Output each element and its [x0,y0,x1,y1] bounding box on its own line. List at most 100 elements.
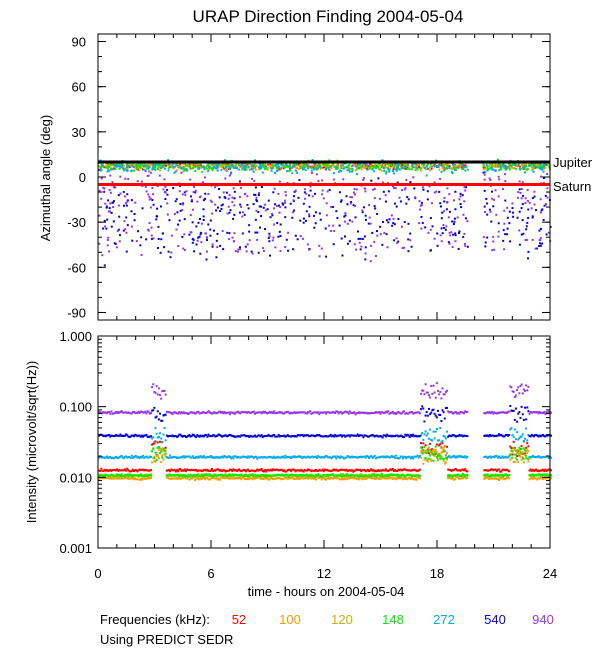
azimuth-point-940 [531,207,533,209]
azimuth-point-940 [176,229,178,231]
azimuth-point-940 [163,178,165,180]
azimuth-point-940 [519,180,521,182]
intensity-point-272 [160,437,162,439]
azimuth-point-272 [119,166,121,168]
azimuth-point-148 [157,167,159,169]
azimuth-point-540 [453,223,455,225]
azimuth-point-540 [156,215,158,217]
intensity-point-52 [527,445,529,447]
azimuth-point-540 [517,217,519,219]
azimuth-point-120 [135,167,137,169]
intensity-point-940 [428,394,430,396]
azimuth-point-540 [188,234,190,236]
intensity-point-272 [510,427,512,429]
azimuth-point-940 [464,243,466,245]
intensity-point-148 [524,450,526,452]
azimuth-point-940 [212,243,214,245]
azimuth-point-540 [319,212,321,214]
azimuth-point-120 [337,163,339,165]
azimuth-point-540 [325,227,327,229]
intensity-point-148 [519,452,521,454]
azimuth-point-940 [285,194,287,196]
azimuth-point-940 [427,232,429,234]
azimuth-point-148 [446,167,448,169]
azimuth-point-940 [414,196,416,198]
azimuth-point-940 [231,237,233,239]
intensity-point-272 [516,431,518,433]
azimuth-point-540 [341,238,343,240]
azimuth-point-272 [185,168,187,170]
intensity-point-148 [466,475,468,477]
azimuth-point-940 [145,170,147,172]
azimuth-point-540 [315,222,317,224]
azimuth-point-540 [362,238,364,240]
azimuth-point-940 [112,206,114,208]
azimuth-point-940 [326,214,328,216]
intensity-point-120 [420,457,422,459]
azimuth-point-940 [431,202,433,204]
azimuth-point-940 [214,186,216,188]
azimuth-point-272 [535,166,537,168]
azimuth-point-540 [202,208,204,210]
intensity-point-540 [521,406,523,408]
azimuth-point-940 [134,202,136,204]
azimuth-point-272 [417,167,419,169]
azimuth-point-940 [265,209,267,211]
azimuth-point-940 [279,206,281,208]
azimuth-point-148 [497,159,499,161]
intensity-point-272 [153,441,155,443]
azimuth-plot-frame [98,34,550,320]
azimuth-point-940 [443,210,445,212]
azimuth-point-540 [441,212,443,214]
azimuth-point-940 [450,231,452,233]
intensity-point-272 [334,456,336,458]
azimuth-point-272 [131,170,133,172]
azimuth-point-272 [149,166,151,168]
intensity-point-940 [422,390,424,392]
intensity-point-540 [430,412,432,414]
azimuth-point-940 [354,243,356,245]
azimuth-point-540 [295,235,297,237]
azimuth-point-940 [520,192,522,194]
azimuth-point-272 [423,164,425,166]
intensity-point-100 [442,451,444,453]
intensity-point-272 [316,457,318,459]
azimuth-point-940 [117,230,119,232]
azimuth-point-540 [153,204,155,206]
azimuth-point-540 [320,219,322,221]
intensity-point-540 [145,434,147,436]
azimuth-point-940 [506,207,508,209]
intensity-point-940 [432,385,434,387]
intensity-point-148 [527,458,529,460]
azimuth-point-940 [398,197,400,199]
azimuth-point-272 [524,165,526,167]
azimuth-point-940 [246,250,248,252]
azimuth-point-540 [404,221,406,223]
azimuth-point-940 [119,176,121,178]
azimuth-point-540 [248,224,250,226]
azimuth-point-940 [147,194,149,196]
intensity-point-148 [161,457,163,459]
azimuth-point-540 [363,206,365,208]
azimuth-point-272 [395,168,397,170]
intensity-point-940 [229,413,231,415]
azimuth-point-940 [322,189,324,191]
azimuth-point-940 [495,189,497,191]
azimuth-point-148 [512,164,514,166]
azimuth-point-540 [430,250,432,252]
azimuth-point-940 [379,198,381,200]
azimuth-point-940 [304,188,306,190]
intensity-point-148 [381,473,383,475]
azimuth-point-540 [260,215,262,217]
azimuth-point-940 [448,216,450,218]
azimuth-point-940 [351,221,353,223]
azimuth-point-940 [107,244,109,246]
azimuth-point-540 [261,186,263,188]
intensity-point-148 [341,475,343,477]
azimuth-point-148 [288,170,290,172]
intensity-point-272 [425,430,427,432]
azimuth-point-272 [373,170,375,172]
azimuth-point-540 [264,228,266,230]
intensity-point-540 [382,437,384,439]
intensity-point-540 [427,415,429,417]
